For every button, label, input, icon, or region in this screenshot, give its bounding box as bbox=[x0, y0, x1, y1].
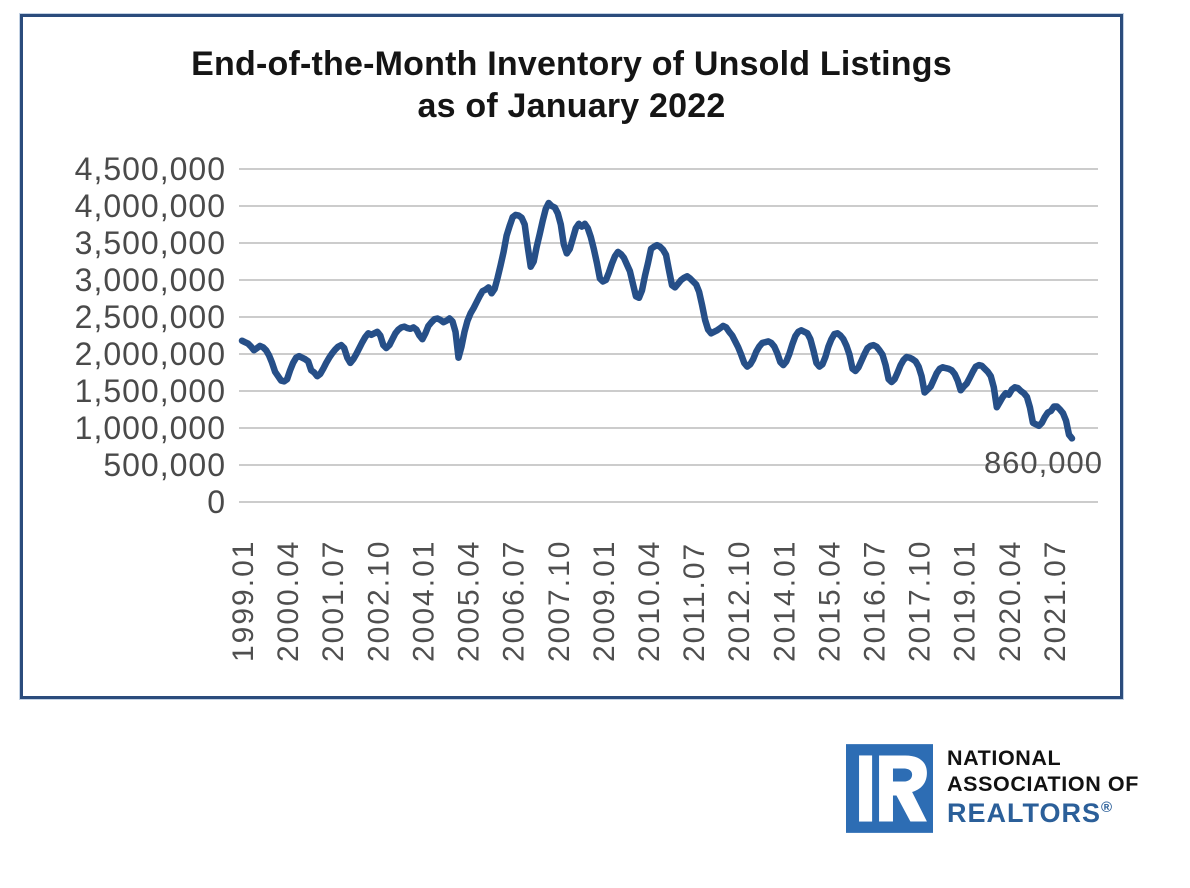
x-axis-tick-label: 2014.01 bbox=[768, 540, 801, 662]
chart-title-line1: End-of-the-Month Inventory of Unsold Lis… bbox=[191, 45, 952, 83]
x-axis-tick-label: 2021.07 bbox=[1039, 540, 1072, 662]
nar-logo-line1: NATIONAL bbox=[947, 746, 1062, 770]
x-axis-tick-label: 2012.10 bbox=[723, 540, 756, 662]
x-axis-tick-label: 2020.04 bbox=[994, 540, 1027, 662]
chart-frame: 0 500,000 1,000,000 1,500,000 2,000,000 2,500… bbox=[20, 14, 1123, 699]
y-axis-tick-label: 2,500,000 bbox=[75, 299, 226, 335]
x-axis-tick-label: 2019.01 bbox=[949, 540, 982, 662]
y-axis-tick-label: 0 bbox=[207, 484, 226, 520]
x-axis-tick-label: 2004.01 bbox=[407, 540, 440, 662]
realtor-r-icon bbox=[846, 744, 933, 833]
x-axis-tick-label: 2016.07 bbox=[859, 540, 892, 662]
nar-logo-text: NATIONAL ASSOCIATION OF REALTORS® bbox=[947, 744, 1139, 829]
y-axis-tick-label: 1,000,000 bbox=[75, 410, 226, 446]
chart-svg: 0500,0001,000,0001,500,0002,000,0002,500… bbox=[75, 151, 1103, 662]
y-axis-tick-label: 500,000 bbox=[103, 447, 226, 483]
x-axis-tick-label: 2015.04 bbox=[813, 540, 846, 662]
y-axis-tick-label: 3,000,000 bbox=[75, 262, 226, 298]
x-axis-tick-label: 1999.01 bbox=[227, 540, 260, 662]
chart-title-line2: as of January 2022 bbox=[417, 87, 726, 125]
x-axis-tick-label: 2007.10 bbox=[543, 540, 576, 662]
x-axis-tick-label: 2010.04 bbox=[633, 540, 666, 662]
x-axis-tick-label: 2011.07 bbox=[678, 542, 711, 662]
x-axis-tick-label: 2001.07 bbox=[317, 540, 350, 662]
nar-logo: NATIONAL ASSOCIATION OF REALTORS® bbox=[846, 744, 1139, 833]
x-axis-tick-label: 2002.10 bbox=[362, 540, 395, 662]
y-axis-tick-label: 3,500,000 bbox=[75, 225, 226, 261]
nar-logo-line2: ASSOCIATION OF bbox=[947, 772, 1139, 796]
x-axis-tick-label: 2006.07 bbox=[498, 540, 531, 662]
x-axis-tick-label: 2009.01 bbox=[588, 540, 621, 662]
y-axis-tick-label: 4,500,000 bbox=[75, 151, 226, 187]
x-axis-tick-label: 2005.04 bbox=[453, 540, 486, 662]
registered-trademark-symbol: ® bbox=[1101, 799, 1114, 816]
x-axis-tick-label: 2000.04 bbox=[272, 540, 305, 662]
data-line bbox=[238, 199, 1076, 442]
chart-title: End-of-the-Month Inventory of Unsold Lis… bbox=[23, 43, 1120, 127]
annotation-last-value: 860,000 bbox=[984, 445, 1103, 480]
nar-logo-line3: REALTORS® bbox=[947, 798, 1114, 828]
y-axis-tick-label: 2,000,000 bbox=[75, 336, 226, 372]
x-axis-tick-label: 2017.10 bbox=[904, 540, 937, 662]
y-axis-tick-label: 4,000,000 bbox=[75, 188, 226, 224]
y-axis-tick-label: 1,500,000 bbox=[75, 373, 226, 409]
